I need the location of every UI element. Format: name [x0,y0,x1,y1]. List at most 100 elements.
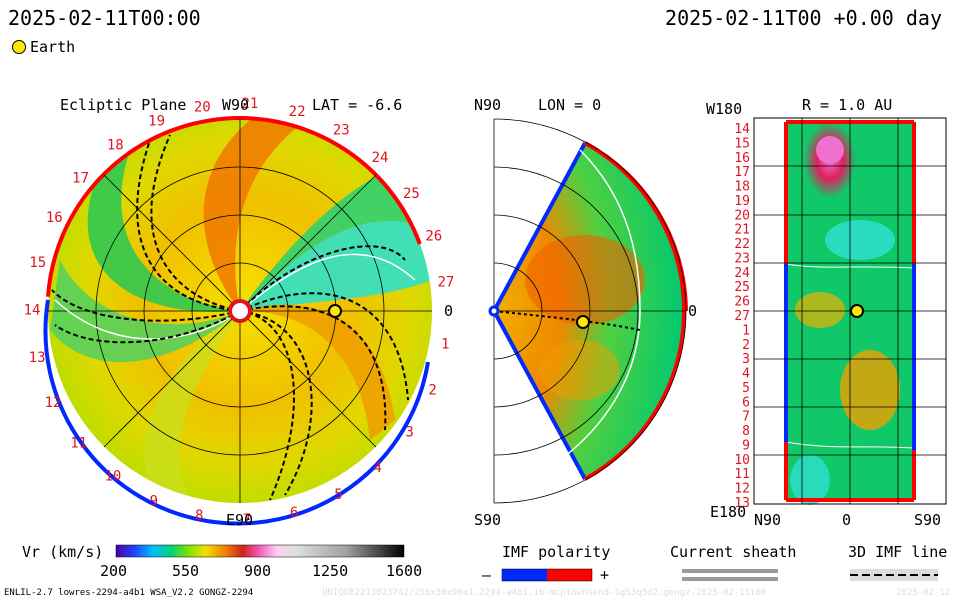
cr-tick-15: 15 [29,255,46,271]
map-y-tick-3: 3 [742,352,750,367]
imf-negative-swatch [502,569,547,581]
cr-tick-26: 26 [425,228,442,244]
ecliptic-lat-label: LAT = -6.6 [312,96,403,114]
imf-minus-label: – [482,566,492,584]
ecliptic-bottom-label: E90 [226,511,254,529]
map-x-label-0: 0 [842,511,852,529]
imf-polarity-title: IMF polarity [502,543,611,561]
map-y-tick-23: 23 [734,252,750,267]
cr-tick-17: 17 [72,170,89,186]
map-y-tick-26: 26 [734,295,750,310]
imf-line-title: 3D IMF line [848,543,948,561]
earth-marker-meridional [576,315,590,329]
map-y-tick-11: 11 [734,467,750,482]
map-y-tick-6: 6 [742,395,750,410]
cr-tick-18: 18 [107,138,124,154]
map-y-tick-2: 2 [742,338,750,353]
map-y-tick-4: 4 [742,367,750,382]
earth-legend-icon [12,40,26,54]
cr-tick-13: 13 [29,350,46,366]
cr-tick-12: 12 [45,395,62,411]
cr-tick-14: 14 [24,302,41,318]
map-y-tick-5: 5 [742,381,750,396]
vr-tick-200: 200 [100,562,128,580]
cr-tick-19: 19 [148,114,165,130]
latlon-map-panel: 1415161718192021222324252627123456789101… [734,117,947,511]
imf-positive-swatch [547,569,592,581]
map-y-tick-15: 15 [734,136,750,151]
cr-tick-4: 4 [373,460,381,476]
meridional-lon-label: LON = 0 [538,96,602,114]
earth-marker-ecliptic [328,304,342,318]
map-y-tick-14: 14 [734,122,750,137]
cr-tick-25: 25 [403,186,420,202]
vr-tick-550: 550 [172,562,200,580]
map-bottom-left-label: E180 [710,503,747,521]
cr-tick-5: 5 [334,487,342,503]
model-info: ENLIL-2.7 lowres-2294-a4b1 WSA_V2.2 GONG… [4,588,254,598]
map-y-tick-25: 25 [734,280,750,295]
map-y-tick-1: 1 [742,323,750,338]
vr-tick-900: 900 [244,562,272,580]
vr-tick-1250: 1250 [312,562,349,580]
map-y-tick-21: 21 [734,223,750,238]
ecliptic-top-label: W90 [222,96,250,114]
vr-colorbar [115,544,405,558]
vr-tick-1600: 1600 [386,562,423,580]
earth-label: Earth [30,38,76,56]
cr-tick-21: 21 [241,96,258,112]
cr-tick-22: 22 [289,104,306,120]
meridional-top-label: N90 [474,96,502,114]
map-y-tick-20: 20 [734,208,750,223]
vr-label: Vr (km/s) [22,543,104,561]
cr-tick-3: 3 [405,424,413,440]
cr-tick-16: 16 [46,210,63,226]
map-y-tick-12: 12 [734,482,750,497]
cr-tick-8: 8 [195,508,203,524]
cr-tick-1: 1 [441,337,449,353]
map-y-tick-27: 27 [734,309,750,324]
cr-tick-2: 2 [428,383,436,399]
cr-tick-6: 6 [290,505,298,521]
cr-tick-10: 10 [104,469,121,485]
earth-marker-map [850,304,864,318]
sun-marker [228,299,252,323]
cr-tick-24: 24 [372,150,389,166]
map-y-tick-22: 22 [734,237,750,252]
datetime-right: 2025-02-11T00 +0.00 day [665,6,942,30]
cr-tick-27: 27 [437,275,454,291]
cr-tick-7: 7 [243,512,251,528]
cr-tick-9: 9 [150,493,158,509]
meridional-plane-panel [488,118,688,504]
meridional-right-label: 0 [688,302,698,320]
ecliptic-right-label: 0 [444,302,454,320]
run-id: UNIQUE2213023742/256x30x90x1.2294-a4b1.1… [322,588,767,598]
map-y-tick-18: 18 [734,180,750,195]
map-top-left-label: W180 [706,100,743,118]
meridional-bottom-label: S90 [474,511,502,529]
footer-right-info: 2025-02-12 [896,588,951,598]
map-r-label: R = 1.0 AU [802,96,893,114]
map-y-tick-7: 7 [742,410,750,425]
current-sheath-swatch-2 [682,577,778,581]
map-x-label-s90: S90 [914,511,942,529]
map-y-tick-13: 13 [734,496,750,511]
current-sheath-title: Current sheath [670,543,797,561]
map-y-tick-labels: 1415161718192021222324252627123456789101… [734,122,750,511]
map-y-tick-24: 24 [734,266,750,281]
map-y-tick-10: 10 [734,453,750,468]
map-x-label-n90: N90 [754,511,782,529]
cr-tick-11: 11 [70,435,87,451]
current-sheath-swatch-1 [682,569,778,573]
map-y-tick-17: 17 [734,165,750,180]
map-y-tick-9: 9 [742,439,750,454]
map-y-tick-19: 19 [734,194,750,209]
cr-tick-20: 20 [194,100,211,116]
cr-tick-23: 23 [333,122,350,138]
ecliptic-title: Ecliptic Plane [60,96,187,114]
datetime-left: 2025-02-11T00:00 [8,6,201,30]
map-y-tick-16: 16 [734,151,750,166]
